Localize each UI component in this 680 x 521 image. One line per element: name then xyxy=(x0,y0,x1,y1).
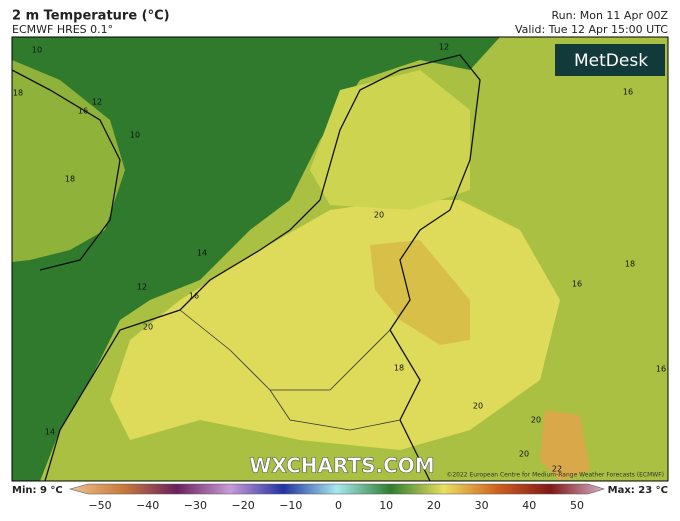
hot-zone-2 xyxy=(540,410,590,481)
max-label: Max: 23 °C xyxy=(608,485,668,496)
colorbar xyxy=(68,483,606,495)
contour-label: 18 xyxy=(13,89,23,98)
contour-label: 12 xyxy=(137,283,147,292)
colorbar-tick-label: 40 xyxy=(522,499,536,512)
watermark: WXCHARTS.COM xyxy=(249,454,434,478)
hot-zone xyxy=(370,240,470,345)
contour-label: 20 xyxy=(531,416,541,425)
valid: Valid: Tue 12 Apr 15:00 UTC xyxy=(515,23,668,36)
map-frame xyxy=(11,36,669,482)
contour-label: 20 xyxy=(143,323,153,332)
contour-label: 16 xyxy=(623,88,633,97)
copyright: ©2022 European Centre for Medium-Range W… xyxy=(446,472,664,479)
model: ECMWF HRES 0.1° xyxy=(12,23,113,36)
colorbar-tick-label: 10 xyxy=(379,499,393,512)
title: 2 m Temperature (°C) xyxy=(12,9,170,24)
warm-zone xyxy=(110,200,560,450)
colorbar-tick-label: 0 xyxy=(335,499,342,512)
colorbar-tick-label: −50 xyxy=(88,499,111,512)
contour-label: 16 xyxy=(656,365,666,374)
contour-label: 14 xyxy=(197,249,207,258)
contour-label: 16 xyxy=(78,107,88,116)
contour-label: 14 xyxy=(45,428,55,437)
contour-label: 18 xyxy=(65,175,75,184)
colorbar-tick-label: −40 xyxy=(136,499,159,512)
contour-label: 20 xyxy=(473,402,483,411)
nl-zone xyxy=(310,70,470,210)
contour-label: 18 xyxy=(625,260,635,269)
sea xyxy=(12,37,500,481)
contour-label: 12 xyxy=(92,98,102,107)
logo: MetDesk xyxy=(574,51,648,71)
contour-label: 10 xyxy=(130,131,140,140)
borders xyxy=(179,309,401,431)
colorbar-tick-label: −20 xyxy=(231,499,254,512)
colorbar-tick-label: −10 xyxy=(279,499,302,512)
contour-label: 18 xyxy=(394,364,404,373)
colorbar-tick-label: 20 xyxy=(427,499,441,512)
contour-label: 16 xyxy=(189,292,199,301)
colorbar-tick-label: 30 xyxy=(475,499,489,512)
logo-box xyxy=(555,44,665,76)
colorbar-tick-label: −30 xyxy=(184,499,207,512)
contour-label: 16 xyxy=(572,280,582,289)
contour-label: 10 xyxy=(32,46,42,55)
contour-label: 20 xyxy=(519,450,529,459)
contour-label: 12 xyxy=(439,43,449,52)
contour-label: 22 xyxy=(552,465,562,474)
colorbar-tick-label: 50 xyxy=(570,499,584,512)
map: MetDesk WXCHARTS.COM ©2022 European Cent… xyxy=(12,37,668,481)
min-label: Min: 9 °C xyxy=(12,485,63,496)
contour-label: 20 xyxy=(374,211,384,220)
run: Run: Mon 11 Apr 00Z xyxy=(551,9,668,22)
england xyxy=(12,60,125,262)
